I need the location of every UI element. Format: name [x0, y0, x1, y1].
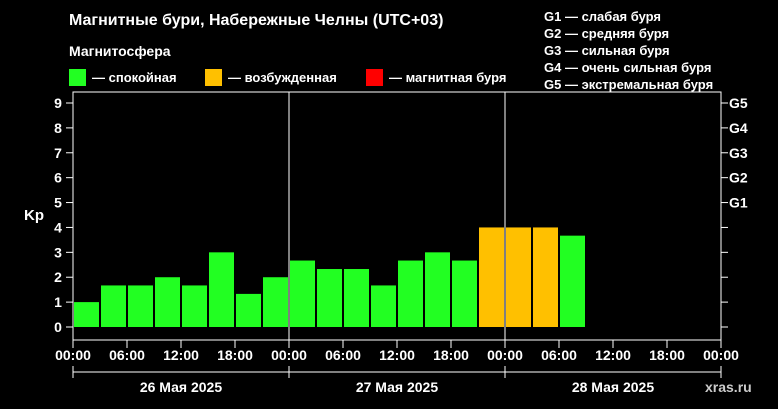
y-tick-label: 7 [54, 145, 62, 161]
day-label: 27 Мая 2025 [356, 379, 438, 395]
right-g-label: G2 [729, 170, 748, 186]
watermark: xras.ru [705, 379, 752, 395]
kp-bar [398, 260, 423, 327]
kp-bar [155, 277, 180, 327]
x-tick-label: 06:00 [325, 347, 361, 363]
legend-swatch-active [205, 68, 222, 86]
kp-bar [371, 285, 396, 327]
kp-bar [74, 302, 99, 327]
storm-scale-g4: G4 — очень сильная буря [544, 60, 712, 75]
kp-bar [209, 252, 234, 327]
x-tick-label: 18:00 [649, 347, 685, 363]
storm-scale-g5: G5 — экстремальная буря [544, 77, 714, 92]
x-tick-label: 00:00 [487, 347, 523, 363]
x-tick-label: 06:00 [541, 347, 577, 363]
legend-label-storm: — магнитная буря [389, 69, 507, 85]
legend-item-quiet: — спокойная [69, 68, 177, 86]
legend-item-storm: — магнитная буря [366, 68, 506, 86]
x-tick-label: 00:00 [271, 347, 307, 363]
kp-bar [236, 293, 261, 327]
kp-bar [479, 227, 504, 327]
kp-bar [560, 235, 585, 327]
legend-swatch-quiet [69, 68, 86, 86]
kp-bar [290, 260, 315, 327]
x-tick-label: 00:00 [55, 347, 91, 363]
kp-bar [344, 269, 369, 327]
y-tick-label: 1 [54, 294, 62, 310]
x-tick-label: 12:00 [379, 347, 415, 363]
day-label: 28 Мая 2025 [572, 379, 654, 395]
storm-scale-g1: G1 — слабая буря [544, 9, 662, 24]
y-tick-label: 8 [54, 120, 62, 136]
magnetosphere-subtitle: Магнитосфера [69, 43, 171, 59]
y-tick-label: 2 [54, 269, 62, 285]
kp-bar [506, 227, 531, 327]
kp-bar [101, 285, 126, 327]
kp-bar [128, 285, 153, 327]
day-label: 26 Мая 2025 [140, 379, 222, 395]
kp-bar [263, 277, 288, 327]
kp-bar [317, 269, 342, 327]
legend-swatch-storm [366, 68, 383, 86]
x-tick-label: 12:00 [595, 347, 631, 363]
storm-scale-g2: G2 — средняя буря [544, 26, 670, 41]
kp-bar [425, 252, 450, 327]
right-g-label: G5 [729, 95, 748, 111]
y-axis-label: Kp [24, 207, 44, 224]
legend-label-active: — возбужденная [228, 69, 337, 85]
y-tick-label: 4 [54, 219, 62, 235]
kp-bar [182, 285, 207, 327]
kp-bar [533, 227, 558, 327]
right-g-label: G1 [729, 195, 748, 211]
right-g-label: G3 [729, 145, 748, 161]
legend-label-quiet: — спокойная [92, 69, 177, 85]
x-tick-label: 18:00 [433, 347, 469, 363]
right-g-label: G4 [729, 120, 748, 136]
y-tick-label: 5 [54, 195, 62, 211]
x-tick-label: 06:00 [109, 347, 145, 363]
y-tick-label: 3 [54, 244, 62, 260]
storm-scale-list: G1 — слабая буря G2 — средняя буря G3 — … [544, 8, 713, 93]
kp-bar [452, 260, 477, 327]
y-tick-label: 6 [54, 170, 62, 186]
x-tick-label: 00:00 [703, 347, 739, 363]
x-tick-label: 18:00 [217, 347, 253, 363]
chart-title: Магнитные бури, Набережные Челны (UTC+03… [69, 12, 444, 29]
y-tick-label: 9 [54, 95, 62, 111]
legend-item-active: — возбужденная [205, 68, 337, 86]
x-tick-label: 12:00 [163, 347, 199, 363]
storm-scale-g3: G3 — сильная буря [544, 43, 670, 58]
y-tick-label: 0 [54, 319, 62, 335]
